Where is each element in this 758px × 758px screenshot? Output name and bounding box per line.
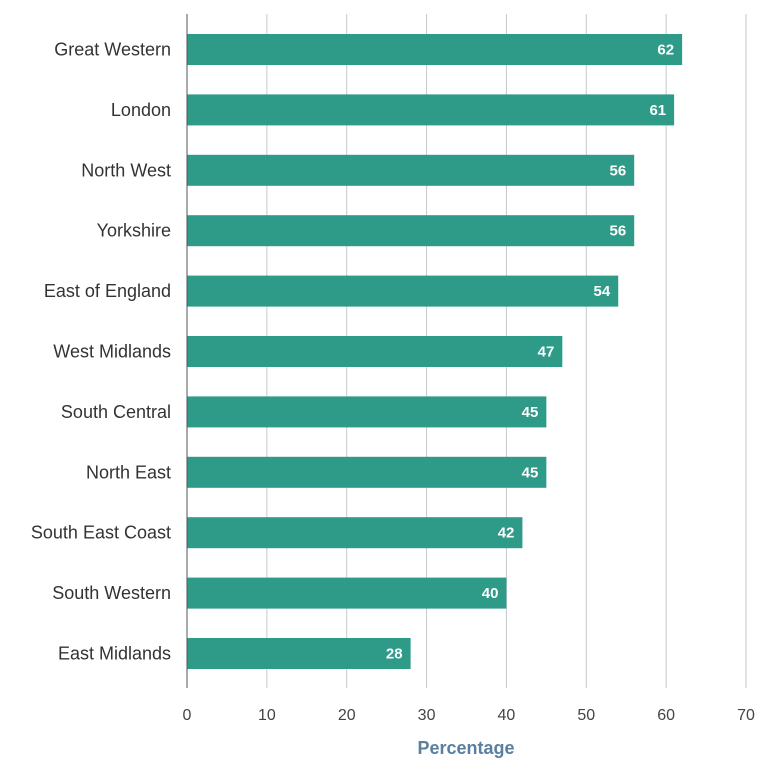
- bar-value-label: 56: [610, 162, 627, 179]
- bar: [187, 638, 411, 669]
- category-label: South East Coast: [31, 523, 171, 543]
- bar: [187, 517, 523, 549]
- bar-value-label: 45: [522, 404, 539, 421]
- x-tick-label: 30: [418, 707, 436, 724]
- x-tick-labels: 0 10 20 30 40 50 60 70: [183, 707, 755, 724]
- x-tick-label: 50: [577, 707, 595, 724]
- bar-value-label: 61: [649, 102, 666, 119]
- bar-value-label: 42: [498, 525, 515, 542]
- category-label: North West: [81, 160, 171, 180]
- bar: [187, 577, 507, 609]
- bar: [187, 275, 619, 307]
- bar: [187, 396, 547, 428]
- bar-value-label: 40: [482, 585, 499, 602]
- bar: [187, 94, 675, 126]
- category-label: West Midlands: [53, 342, 171, 362]
- bar-value-label: 54: [594, 283, 611, 300]
- bar: [187, 456, 547, 488]
- x-tick-label: 0: [183, 707, 192, 724]
- category-label: North East: [86, 462, 171, 482]
- x-tick-label: 20: [338, 707, 356, 724]
- bar: [187, 336, 563, 367]
- category-label: London: [111, 100, 171, 120]
- bar-value-label: 47: [538, 344, 555, 361]
- bar: [187, 215, 635, 247]
- category-labels: Great Western London North West Yorkshire Ea…: [31, 40, 171, 664]
- x-tick-label: 10: [258, 707, 276, 724]
- bars: 62 61 56 56 54 47 45 45 42 40 28: [187, 34, 683, 669]
- category-label: South Central: [61, 402, 171, 422]
- bar-value-label: 45: [522, 464, 539, 481]
- category-label: East of England: [44, 281, 171, 301]
- bar: [187, 34, 683, 65]
- x-axis-title: Percentage: [417, 738, 514, 758]
- x-tick-label: 70: [737, 707, 755, 724]
- bar-value-label: 56: [610, 223, 627, 240]
- bar-value-label: 62: [657, 42, 674, 59]
- category-label: South Western: [52, 583, 171, 603]
- x-tick-label: 40: [498, 707, 516, 724]
- category-label: Great Western: [54, 40, 171, 60]
- category-label: Yorkshire: [97, 221, 171, 241]
- bar: [187, 154, 635, 186]
- x-tick-label: 60: [657, 707, 675, 724]
- bar-value-label: 28: [386, 646, 403, 663]
- category-label: East Midlands: [58, 644, 171, 664]
